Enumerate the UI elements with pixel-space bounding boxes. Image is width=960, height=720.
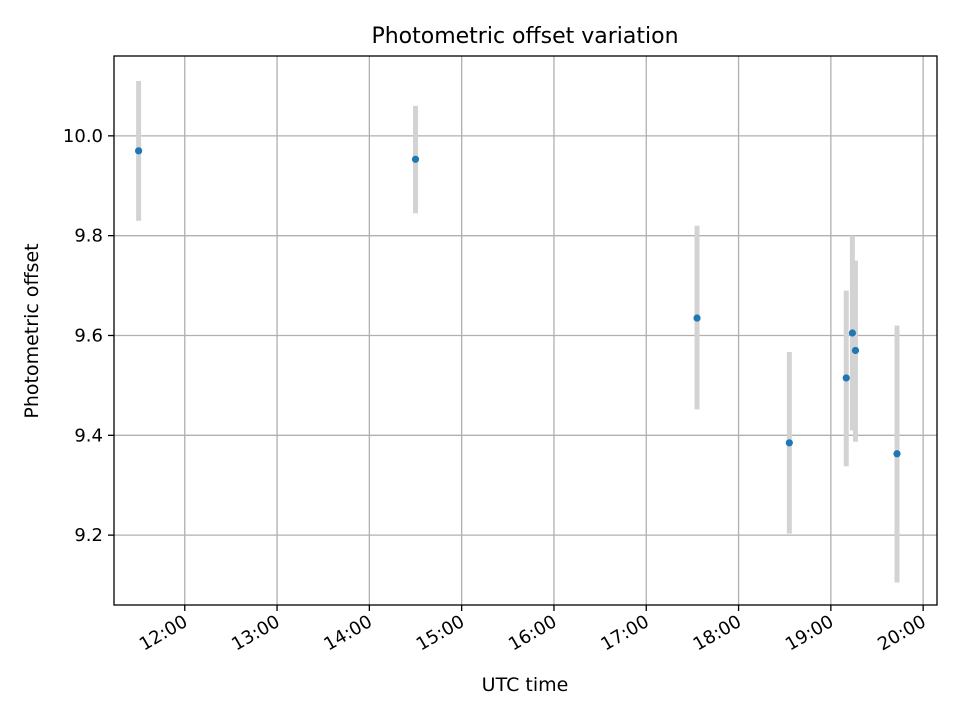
x-tick-label: 15:00 (413, 611, 468, 655)
grid (114, 56, 937, 605)
y-tick-label: 9.2 (74, 525, 103, 546)
x-axis-ticks: 12:00 13:00 14:00 15:00 16:00 17:00 18:00 19:00… (136, 605, 930, 655)
y-axis-ticks: 9.2 9.4 9.6 9.8 10.0 (63, 126, 114, 546)
error-bars (136, 80, 900, 583)
chart-title: Photometric offset variation (371, 24, 678, 49)
x-tick-label: 19:00 (782, 611, 837, 655)
data-point (693, 314, 701, 322)
x-tick-label: 12:00 (136, 611, 191, 655)
data-points (135, 147, 901, 458)
data-point (893, 450, 901, 458)
y-tick-label: 10.0 (63, 126, 103, 147)
data-point (411, 155, 420, 163)
data-point (842, 374, 850, 382)
data-point (848, 329, 856, 337)
data-point (135, 147, 143, 155)
y-tick-label: 9.6 (74, 325, 103, 346)
y-tick-label: 9.4 (74, 425, 103, 446)
data-point (851, 346, 860, 355)
x-tick-label: 17:00 (597, 611, 652, 655)
x-tick-label: 13:00 (228, 611, 283, 655)
data-point (785, 439, 793, 447)
x-tick-label: 20:00 (874, 611, 929, 655)
y-tick-label: 9.8 (74, 226, 103, 247)
x-tick-label: 18:00 (690, 611, 745, 655)
x-tick-label: 14:00 (320, 611, 375, 655)
x-tick-label: 16:00 (505, 611, 560, 655)
y-axis-label: Photometric offset (21, 243, 43, 418)
x-axis-label: UTC time (482, 674, 569, 696)
plot-frame (113, 55, 938, 606)
